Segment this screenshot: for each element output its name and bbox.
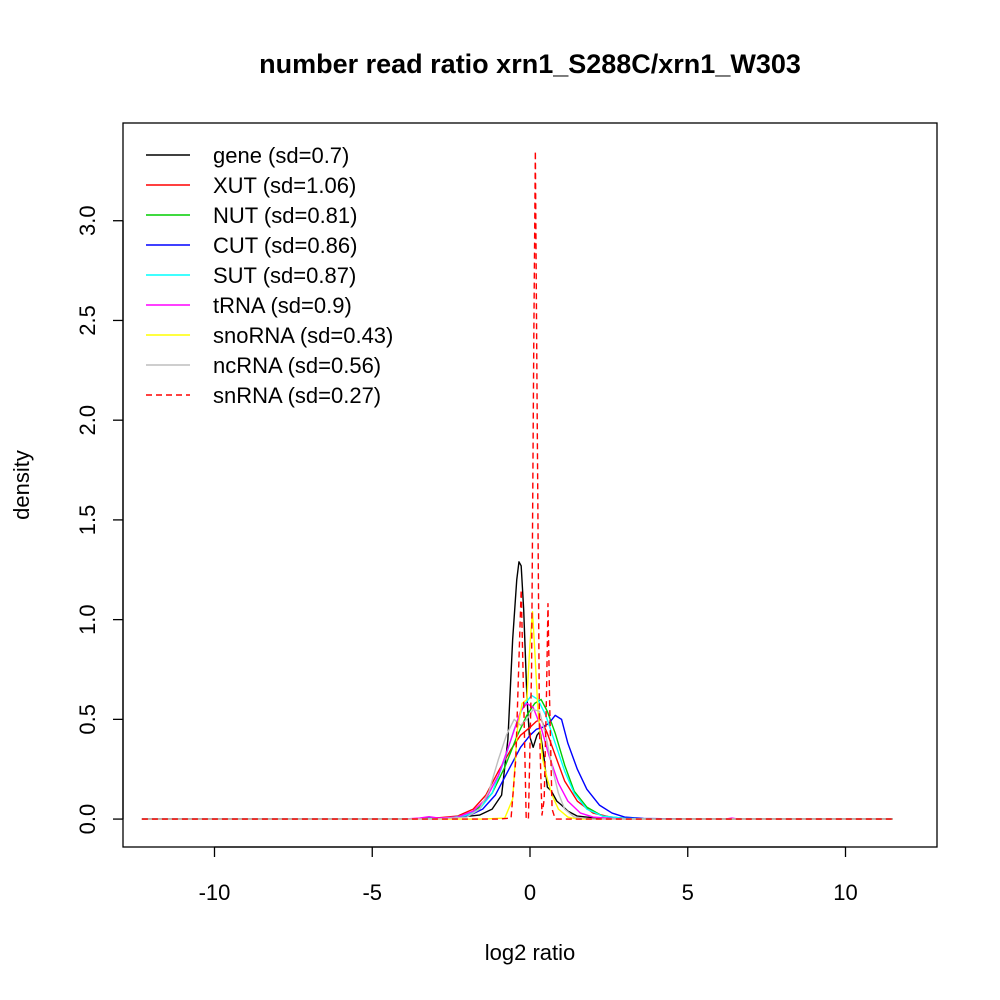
x-tick-label: 0 — [524, 880, 536, 905]
y-tick-label: 0.0 — [75, 804, 100, 835]
legend-label: snoRNA (sd=0.43) — [213, 323, 393, 348]
y-tick-label: 1.5 — [75, 505, 100, 536]
legend-label: ncRNA (sd=0.56) — [213, 353, 381, 378]
legend-label: gene (sd=0.7) — [213, 143, 349, 168]
legend-label: CUT (sd=0.86) — [213, 233, 357, 258]
y-tick-label: 1.0 — [75, 604, 100, 635]
x-tick-label: 10 — [833, 880, 857, 905]
y-tick-label: 3.0 — [75, 205, 100, 236]
x-axis-label: log2 ratio — [485, 940, 576, 965]
series-line — [141, 708, 893, 820]
legend: gene (sd=0.7) XUT (sd=1.06) NUT (sd=0.81) C… — [146, 143, 393, 408]
y-tick-label: 2.5 — [75, 305, 100, 336]
legend-label: XUT (sd=1.06) — [213, 173, 356, 198]
axes: -10 -5 0 5 10 0.0 0.5 1.0 1.5 2.0 2.5 3.0 — [75, 205, 858, 905]
y-tick-label: 0.5 — [75, 704, 100, 735]
y-axis-label: density — [9, 450, 34, 520]
chart-title: number read ratio xrn1_S288C/xrn1_W303 — [259, 49, 801, 79]
series-line — [141, 694, 893, 820]
series-line — [141, 610, 893, 820]
x-tick-label: -10 — [199, 880, 231, 905]
x-tick-label: 5 — [682, 880, 694, 905]
legend-label: NUT (sd=0.81) — [213, 203, 357, 228]
legend-label: SUT (sd=0.87) — [213, 263, 356, 288]
y-tick-label: 2.0 — [75, 405, 100, 436]
series-line — [141, 561, 893, 820]
series-line — [141, 150, 893, 820]
legend-label: snRNA (sd=0.27) — [213, 383, 381, 408]
x-tick-label: -5 — [362, 880, 382, 905]
series-line — [141, 702, 893, 820]
density-curves — [141, 150, 893, 820]
legend-label: tRNA (sd=0.9) — [213, 293, 352, 318]
